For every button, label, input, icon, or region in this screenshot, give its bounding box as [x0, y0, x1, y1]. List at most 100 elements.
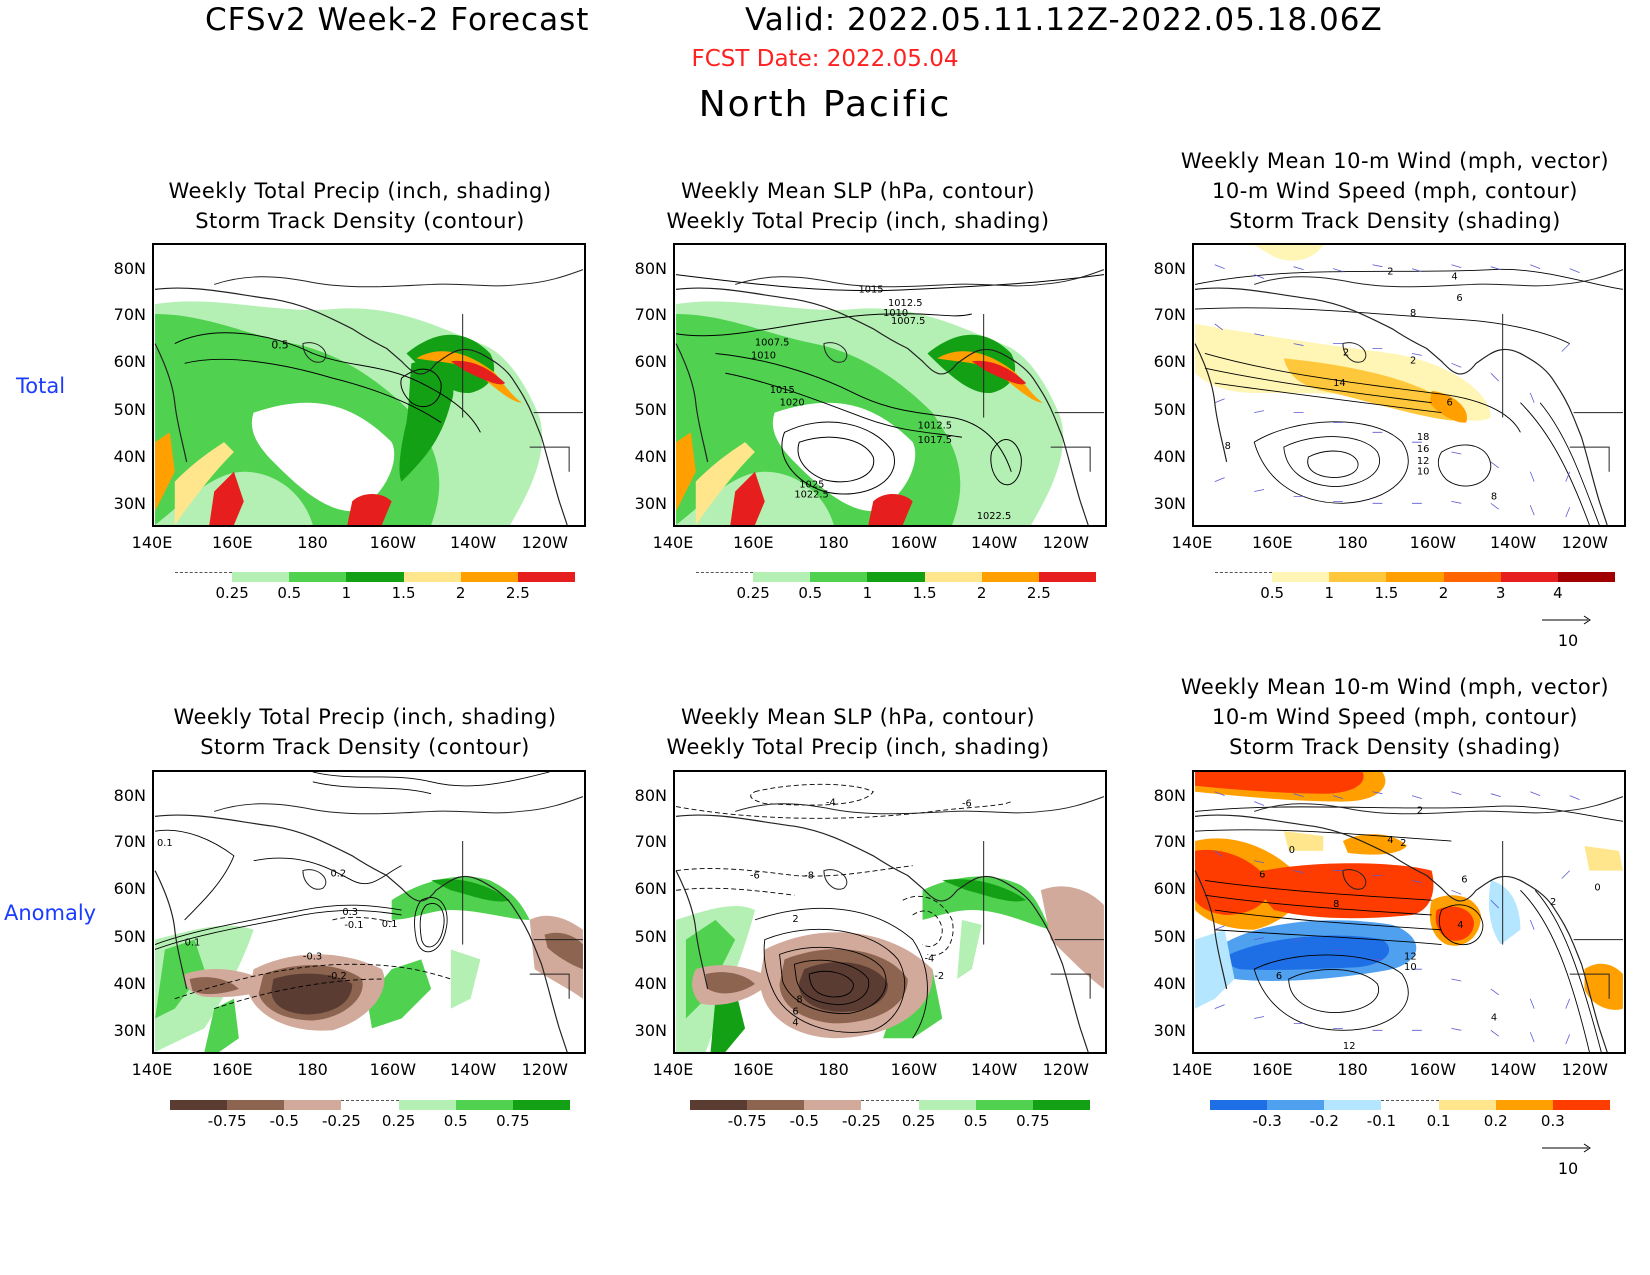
colorbar-swatch [924, 572, 982, 582]
contour-label: 1012.5 [888, 298, 922, 309]
contour-label: 4 [1491, 1012, 1497, 1023]
colorbar-swatch [517, 572, 575, 582]
colorbar-precip_total: 0.25 0.5 1 1.5 2 2.5 [175, 572, 575, 602]
contour-label: 2 [792, 914, 798, 925]
lon-tick-label: 160E [211, 533, 253, 552]
lat-tick-label: 60N [1153, 352, 1186, 372]
panel-title-line: Storm Track Density (shading) [1229, 209, 1561, 233]
lon-tick-label: 140E [131, 533, 173, 552]
contour-label: 0.5 [271, 339, 288, 352]
lat-tick-label: 70N [113, 832, 146, 852]
contour-label: -6 [962, 799, 972, 810]
contour-label: 14 [1333, 378, 1346, 389]
colorbar-swatch [1552, 1100, 1610, 1110]
lon-tick-label: 180 [818, 1060, 849, 1079]
vector-reference-top: 10 [1540, 612, 1596, 650]
contour-label: 2 [1410, 355, 1416, 366]
colorbar-swatch [403, 572, 461, 582]
lon-tick-label: 160W [890, 1060, 938, 1079]
lat-tick-label: 40N [634, 447, 667, 467]
colorbar-label: 0.1 [1426, 1112, 1451, 1130]
panel-title-line: Weekly Mean 10-m Wind (mph, vector) [1180, 149, 1610, 173]
colorbar-swatches [696, 572, 1096, 582]
lat-tick-label: 70N [113, 305, 146, 325]
contour-label: 1017.5 [918, 435, 952, 446]
contour-label: 2 [1387, 267, 1393, 278]
row-label-anomaly: Anomaly [4, 901, 97, 925]
map-total-slp-precip: 1015 1012.5 1010 1007.5 1007.5 1010 1015… [673, 243, 1107, 527]
panel-title-line: Weekly Total Precip (inch, shading) [173, 705, 557, 729]
panel-title-total-slp: Weekly Mean SLP (hPa, contour) Weekly To… [628, 176, 1088, 236]
colorbar-swatch [170, 1100, 228, 1110]
row-label-total: Total [16, 374, 66, 398]
lat-tick-label: 40N [113, 974, 146, 994]
contour-label: 0.3 [342, 907, 358, 918]
colorbar-label: 0.3 [1540, 1112, 1565, 1130]
contour-label: 4 [1457, 920, 1463, 931]
colorbar-swatch [810, 572, 868, 582]
colorbar-swatch [867, 572, 925, 582]
colorbar-swatches [175, 572, 575, 582]
contour-label: -4 [826, 798, 836, 809]
colorbar-swatch [804, 1100, 862, 1110]
panel-title-anom-wind: Weekly Mean 10-m Wind (mph, vector) 10-m… [1140, 672, 1650, 762]
colorbar-swatch [175, 572, 233, 582]
contour-label: 6 [792, 1007, 798, 1018]
contour-label: -0.1 [344, 920, 363, 931]
colorbar-swatch [1386, 572, 1444, 582]
colorbar-swatches [1210, 1100, 1610, 1110]
colorbar-label: 0.75 [1016, 1112, 1050, 1130]
lon-tick-label: 140W [449, 533, 497, 552]
colorbar-label: 2 [1438, 584, 1449, 602]
lat-tick-label: 50N [1153, 399, 1186, 419]
colorbar-precip_anom: -0.75 -0.5 -0.25 0.25 0.5 0.75 [170, 1100, 570, 1130]
map-anom-precip-storm: 0.1 0.2 0.3 -0.1 0.1 0.1 -0.3 -0.2 [152, 770, 586, 1054]
lon-tick-label: 180 [297, 1060, 328, 1079]
contour-label: 0 [1594, 882, 1600, 893]
colorbar-swatch [232, 572, 290, 582]
panel-title-anom-precip: Weekly Total Precip (inch, shading) Stor… [135, 702, 595, 762]
contour-label: -6 [750, 870, 760, 881]
contour-label: 4 [792, 1017, 798, 1028]
colorbar-label: 0.5 [277, 584, 302, 602]
lon-tick-label: 140E [652, 1060, 694, 1079]
lon-tick-label: 140E [131, 1060, 173, 1079]
colorbar-swatches [1215, 572, 1615, 582]
map-anom-wind-storm: 2 0 4 2 6 8 6 2 0 4 12 10 6 4 12 [1192, 770, 1626, 1054]
contour-label: 16 [1417, 444, 1430, 455]
lat-tick-label: 60N [113, 879, 146, 899]
panel-title-line: Weekly Total Precip (inch, shading) [168, 179, 552, 203]
main-title: CFSv2 Week-2 Forecast Valid: 2022.05.11.… [0, 2, 1650, 44]
lon-tick-label: 120W [1561, 1060, 1608, 1079]
lon-tick-label: 140W [449, 1060, 497, 1079]
panel-title-line: Weekly Mean SLP (hPa, contour) [680, 179, 1036, 203]
lon-tick-label: 160E [732, 533, 774, 552]
map-total-wind-storm: 2 4 6 8 2 2 14 6 18 16 12 10 8 8 [1192, 243, 1626, 527]
lat-tick-label: 50N [1153, 926, 1186, 946]
colorbar-label: 1.5 [912, 584, 937, 602]
lon-tick-label: 180 [818, 533, 849, 552]
colorbar-label: 0.5 [963, 1112, 988, 1130]
colorbar-label: -0.25 [322, 1112, 361, 1130]
colorbar-swatch [284, 1100, 342, 1110]
lat-tick-label: 50N [634, 926, 667, 946]
colorbar-swatch [1557, 572, 1615, 582]
contour-label: 1025 [799, 480, 824, 491]
colorbar-swatch [1272, 572, 1330, 582]
colorbar-label: 0.75 [496, 1112, 530, 1130]
lon-tick-label: 120W [521, 533, 568, 552]
lat-tick-label: 60N [634, 352, 667, 372]
colorbar-label: -0.3 [1252, 1112, 1282, 1130]
colorbar-label: 0.5 [798, 584, 823, 602]
lon-tick-label: 160W [890, 533, 938, 552]
contour-label: 8 [1410, 308, 1416, 319]
colorbar-label: 1 [341, 584, 352, 602]
colorbar-swatch [1210, 1100, 1268, 1110]
contour-label: 1007.5 [755, 338, 789, 349]
colorbar-swatch [227, 1100, 285, 1110]
contour-label: 6 [1276, 971, 1282, 982]
panel-title-line: Weekly Mean 10-m Wind (mph, vector) [1180, 675, 1610, 699]
contour-label: 12 [1417, 456, 1430, 467]
colorbar-label: 0.25 [901, 1112, 936, 1130]
lon-tick-label: 160W [369, 1060, 417, 1079]
